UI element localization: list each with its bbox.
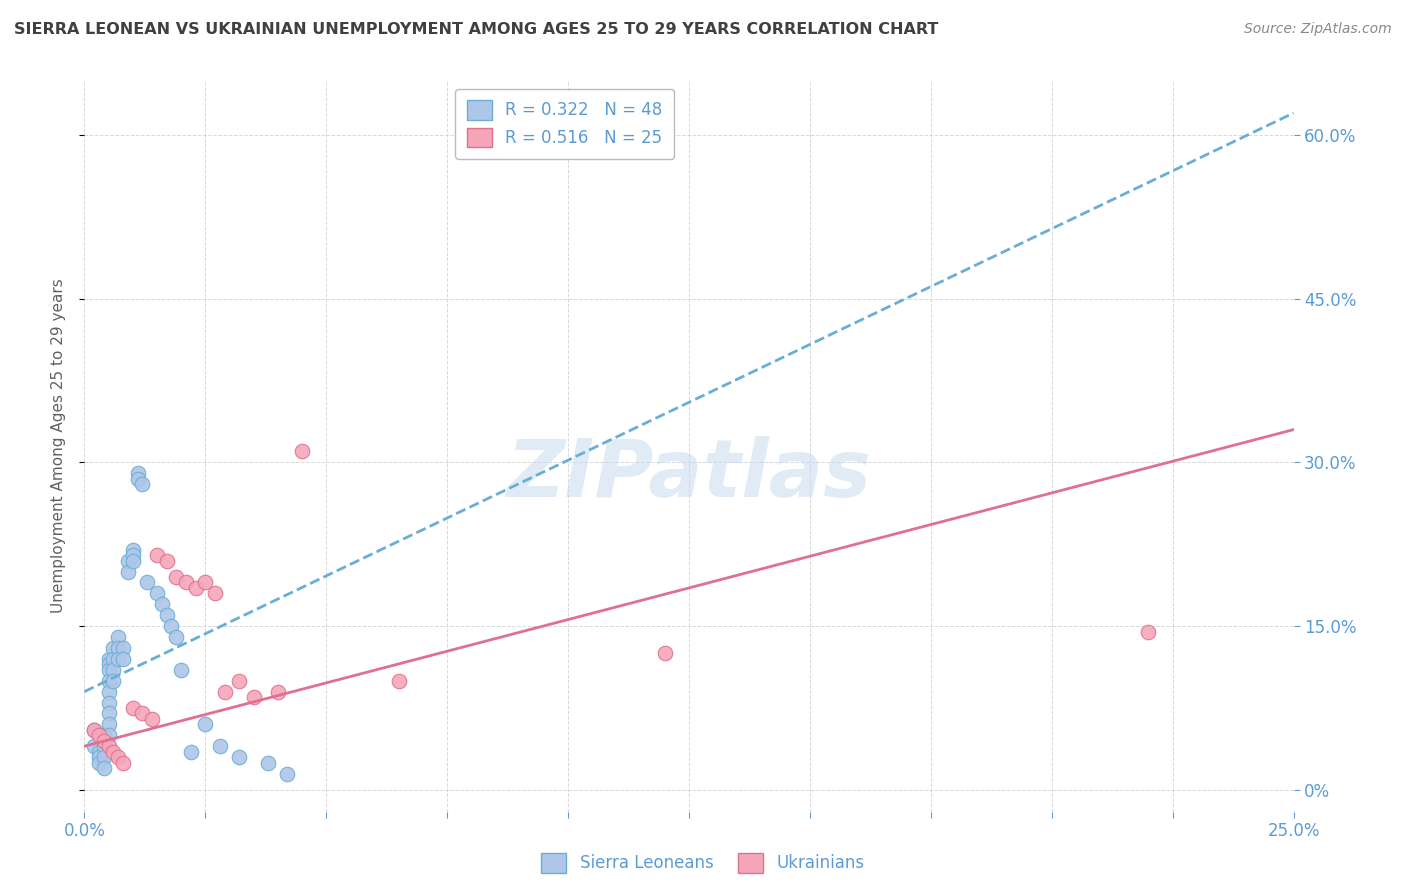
Point [97, 717, 120, 731]
Point [121, 548, 143, 562]
Point [121, 542, 143, 557]
Point [97, 657, 120, 672]
Point [87, 745, 110, 759]
Point [87, 756, 110, 770]
Point [194, 575, 217, 590]
Point [242, 690, 264, 704]
Point [180, 745, 202, 759]
Point [103, 663, 125, 677]
Point [107, 750, 129, 764]
Point [93, 761, 115, 775]
Text: ZIPatlas: ZIPatlas [506, 436, 872, 515]
Point [1137, 624, 1160, 639]
Point [87, 750, 110, 764]
Point [150, 597, 173, 611]
Point [204, 586, 226, 600]
Point [87, 728, 110, 742]
Point [93, 728, 115, 742]
Point [112, 640, 135, 655]
Point [107, 630, 129, 644]
Point [141, 712, 163, 726]
Point [97, 663, 120, 677]
Point [155, 554, 177, 568]
Point [103, 673, 125, 688]
Point [165, 630, 187, 644]
Point [83, 723, 105, 737]
Legend: R = 0.322   N = 48, R = 0.516   N = 25: R = 0.322 N = 48, R = 0.516 N = 25 [456, 88, 675, 159]
Text: Source: ZipAtlas.com: Source: ZipAtlas.com [1244, 22, 1392, 37]
Point [276, 766, 298, 780]
Point [97, 728, 120, 742]
Point [146, 548, 169, 562]
Point [654, 647, 676, 661]
Point [194, 717, 217, 731]
Y-axis label: Unemployment Among Ages 25 to 29 years: Unemployment Among Ages 25 to 29 years [51, 278, 66, 614]
Point [127, 467, 149, 481]
Point [117, 565, 139, 579]
Point [146, 586, 169, 600]
Point [112, 756, 135, 770]
Point [208, 739, 231, 754]
Point [97, 696, 120, 710]
Point [107, 640, 129, 655]
Point [97, 652, 120, 666]
Point [117, 554, 139, 568]
Point [131, 706, 153, 721]
Point [93, 739, 115, 754]
Point [107, 652, 129, 666]
Point [127, 472, 149, 486]
Point [160, 619, 183, 633]
Point [291, 444, 314, 458]
Point [103, 640, 125, 655]
Point [388, 673, 411, 688]
Point [121, 701, 143, 715]
Legend: Sierra Leoneans, Ukrainians: Sierra Leoneans, Ukrainians [534, 847, 872, 880]
Point [131, 477, 153, 491]
Point [136, 575, 159, 590]
Point [267, 684, 290, 698]
Point [97, 673, 120, 688]
Point [174, 575, 197, 590]
Point [112, 652, 135, 666]
Point [170, 663, 193, 677]
Point [93, 733, 115, 747]
Text: SIERRA LEONEAN VS UKRAINIAN UNEMPLOYMENT AMONG AGES 25 TO 29 YEARS CORRELATION C: SIERRA LEONEAN VS UKRAINIAN UNEMPLOYMENT… [14, 22, 938, 37]
Point [257, 756, 280, 770]
Point [97, 706, 120, 721]
Point [103, 745, 125, 759]
Point [103, 652, 125, 666]
Point [155, 608, 177, 623]
Point [97, 684, 120, 698]
Point [97, 739, 120, 754]
Point [121, 554, 143, 568]
Point [228, 673, 250, 688]
Point [83, 723, 105, 737]
Point [228, 750, 250, 764]
Point [83, 739, 105, 754]
Point [93, 750, 115, 764]
Point [165, 570, 187, 584]
Point [214, 684, 236, 698]
Point [184, 581, 207, 595]
